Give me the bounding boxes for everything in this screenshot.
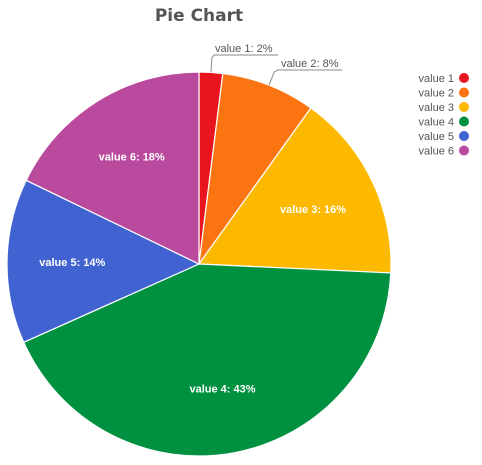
slice-label-value-2: value 2: 8% [281,58,339,70]
slice-label-value-5: value 5: 14% [39,257,105,269]
legend-swatch-value-2[interactable] [459,87,469,98]
callout-line-value-2 [268,69,342,86]
legend-label-value-5: value 5 [419,131,454,143]
callout-line-value-1 [210,54,278,73]
chart-title: Pie Chart [155,6,243,26]
legend-swatch-value-5[interactable] [459,131,469,141]
slice-label-value-6: value 6: 18% [99,152,165,164]
pie-slices [6,71,392,457]
pie-slice-value-2[interactable] [198,72,312,265]
legend-swatch-value-3[interactable] [459,102,469,112]
legend-label-value-2: value 2 [419,88,454,100]
slice-label-value-4: value 4: 43% [189,384,255,396]
slice-label-value-3: value 3: 16% [280,204,346,216]
legend-swatch-value-6[interactable] [459,145,469,156]
pie-slice-value-5[interactable] [6,179,201,344]
legend-swatch-value-4[interactable] [459,116,469,127]
legend-swatch-value-1[interactable] [459,73,469,83]
legend-label-value-1: value 1 [419,73,454,85]
pie-slice-value-6[interactable] [25,71,200,265]
legend-label-value-4: value 4 [419,117,454,129]
pie-slice-value-4[interactable] [22,263,392,457]
slice-label-value-1: value 1: 2% [215,43,273,55]
legend: value 1 value 2 value 3 value 4 value 5 value… [419,73,469,158]
legend-label-value-6: value 6 [419,146,454,158]
legend-label-value-3: value 3 [419,102,454,114]
pie-slice-value-3[interactable] [197,107,392,274]
pie-labels: value 1: 2% value 2: 8% value 3: 16% value … [39,43,346,396]
